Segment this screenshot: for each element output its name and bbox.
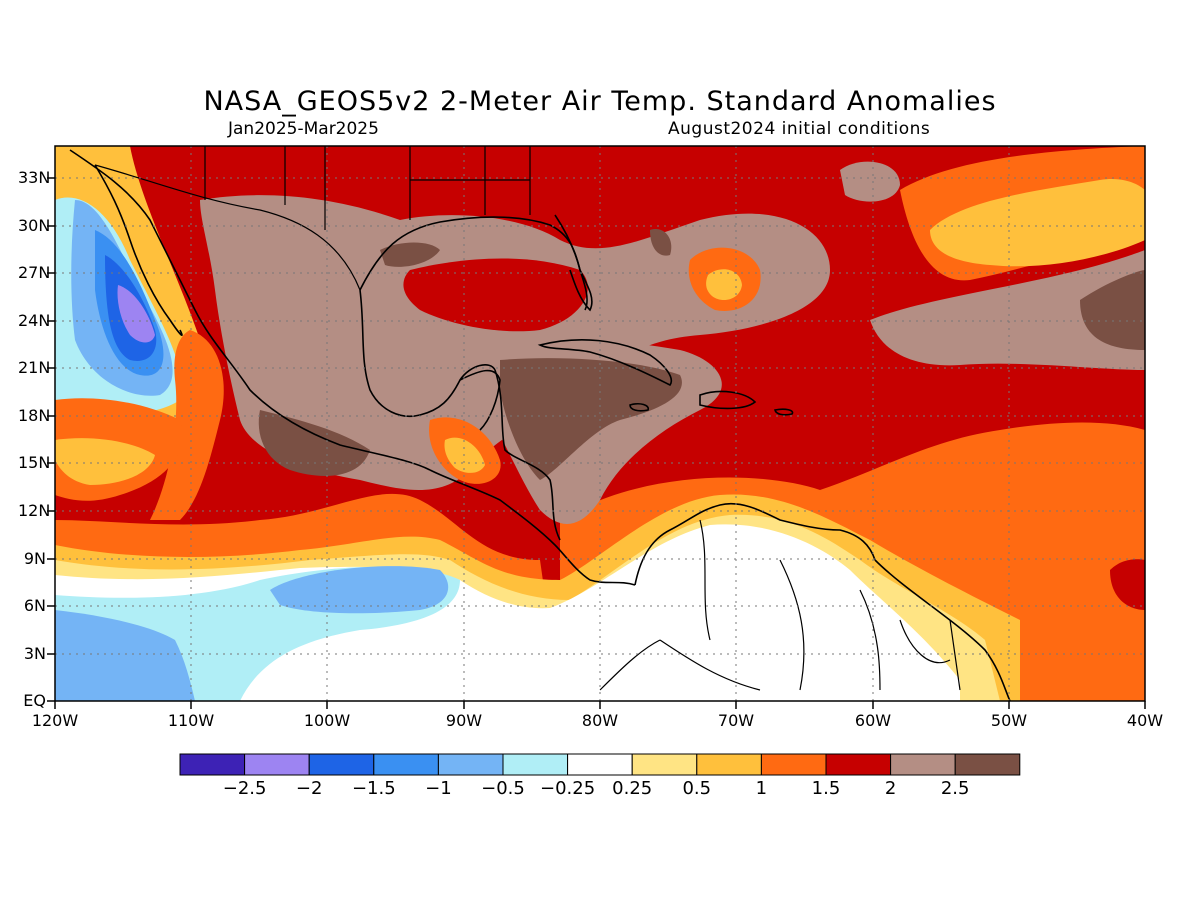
legend-swatch: [179, 753, 246, 776]
coast-jamaica: [629, 403, 650, 412]
legend-colorbar: [179, 753, 1021, 776]
lat-label-33n: 33N: [18, 168, 51, 187]
legend-tick-label: −1.5: [351, 778, 396, 799]
coastlines: [69, 149, 1011, 701]
coast-colombia-venezuela: [634, 502, 876, 586]
field-red-gulf: [403, 258, 588, 332]
coast-cuba: [537, 339, 672, 387]
lon-label-40w: 40W: [1126, 711, 1164, 730]
field-orange-coast: [150, 330, 224, 520]
lat-label-24n: 24N: [18, 311, 51, 330]
lat-label-30n: 30N: [18, 216, 51, 235]
legend-tick-label: 1.5: [811, 778, 841, 799]
coast-florida: [554, 214, 593, 312]
field-darkbrown-caribbean: [500, 358, 682, 480]
coast-baja: [94, 164, 183, 336]
lat-label-27n: 27N: [18, 263, 51, 282]
legend-swatch: [825, 753, 892, 776]
legend-tick-label: 2: [884, 778, 897, 799]
lon-label-120w: 120W: [31, 711, 79, 730]
legend-swatch: [437, 753, 504, 776]
coast-mexico-west: [69, 149, 431, 471]
forecast-period: Jan2025-Mar2025: [228, 119, 379, 139]
legend-tick-label: 1: [755, 778, 768, 799]
legend-tick-label: 2.5: [940, 778, 970, 799]
lat-label-15n: 15N: [18, 453, 51, 472]
map-field: [55, 146, 1145, 701]
lat-label-3n: 3N: [23, 644, 46, 663]
lon-label-70w: 70W: [717, 711, 755, 730]
legend-swatch: [954, 753, 1021, 776]
legend-tick-label: 0.5: [682, 778, 712, 799]
borders: [94, 146, 961, 691]
legend-tick-label: 0.25: [612, 778, 653, 799]
legend-swatch: [308, 753, 375, 776]
legend-tick-label: −0.25: [540, 778, 596, 799]
border-colombia-ecuador: [599, 639, 761, 691]
border-us-mexico: [94, 164, 361, 291]
field-brown-atlantic: [870, 250, 1145, 370]
coast-hispaniola: [699, 390, 757, 410]
lat-label-9n: 9N: [23, 549, 46, 568]
legend-swatch: [502, 753, 569, 776]
legend-tick-label: −2.5: [222, 778, 267, 799]
initial-conditions: August2024 initial conditions: [668, 119, 931, 139]
legend-tick-label: −0.5: [481, 778, 525, 799]
field-yellow-spot: [706, 269, 742, 301]
coast-yucatan: [459, 369, 501, 431]
field-brown-atlantic-n: [840, 161, 900, 202]
legend-tick-label: −1: [425, 778, 452, 799]
coast-caribbean-ca: [494, 369, 561, 541]
border-south-america: [699, 519, 961, 691]
legend-swatch: [631, 753, 698, 776]
lat-label-12n: 12N: [18, 501, 51, 520]
field-darkbrown-atlantic: [1080, 270, 1145, 350]
field-yellow-centralamerica: [444, 437, 485, 473]
lon-label-80w: 80W: [581, 711, 619, 730]
field-purple-westcoast: [117, 285, 155, 343]
legend-swatch: [696, 753, 762, 776]
lon-label-100w: 100W: [303, 711, 351, 730]
border-us-states: [204, 146, 531, 230]
legend-swatch: [567, 753, 633, 776]
map-title: NASA_GEOS5v2 2-Meter Air Temp. Standard …: [203, 86, 997, 117]
coast-gulf-north: [359, 216, 588, 311]
field-darkbrown-gulf: [380, 242, 440, 267]
legend-tick-label: −2: [295, 778, 323, 799]
lat-label-6n: 6N: [23, 596, 46, 615]
field-red-patch-east: [1110, 559, 1145, 610]
graticule: [55, 146, 1145, 701]
lat-label-21n: 21N: [18, 358, 51, 377]
coast-puerto-rico: [774, 408, 794, 416]
field-yellow-west: [55, 438, 155, 485]
lon-label-110w: 110W: [167, 711, 215, 730]
field-yellow-ne: [930, 178, 1145, 267]
lon-label-60w: 60W: [854, 711, 892, 730]
lon-label-90w: 90W: [445, 711, 483, 730]
lon-label-50w: 50W: [990, 711, 1028, 730]
field-darkbrown-atl-n: [650, 229, 672, 256]
coast-central-america: [429, 469, 636, 586]
field-darkbrown-pacific: [258, 410, 370, 476]
coast-south-america-north: [874, 559, 1011, 701]
legend-swatch: [373, 753, 439, 776]
legend-swatch: [760, 753, 827, 776]
axis-ticks: [47, 177, 1146, 709]
field-blue-sw: [55, 610, 195, 701]
field-white: [55, 524, 960, 701]
lat-label-18n: 18N: [18, 406, 51, 425]
lat-label-eq: EQ: [23, 691, 46, 710]
legend-swatch: [244, 753, 310, 776]
field-blue-pacific: [270, 566, 449, 614]
legend-swatch: [890, 753, 956, 776]
